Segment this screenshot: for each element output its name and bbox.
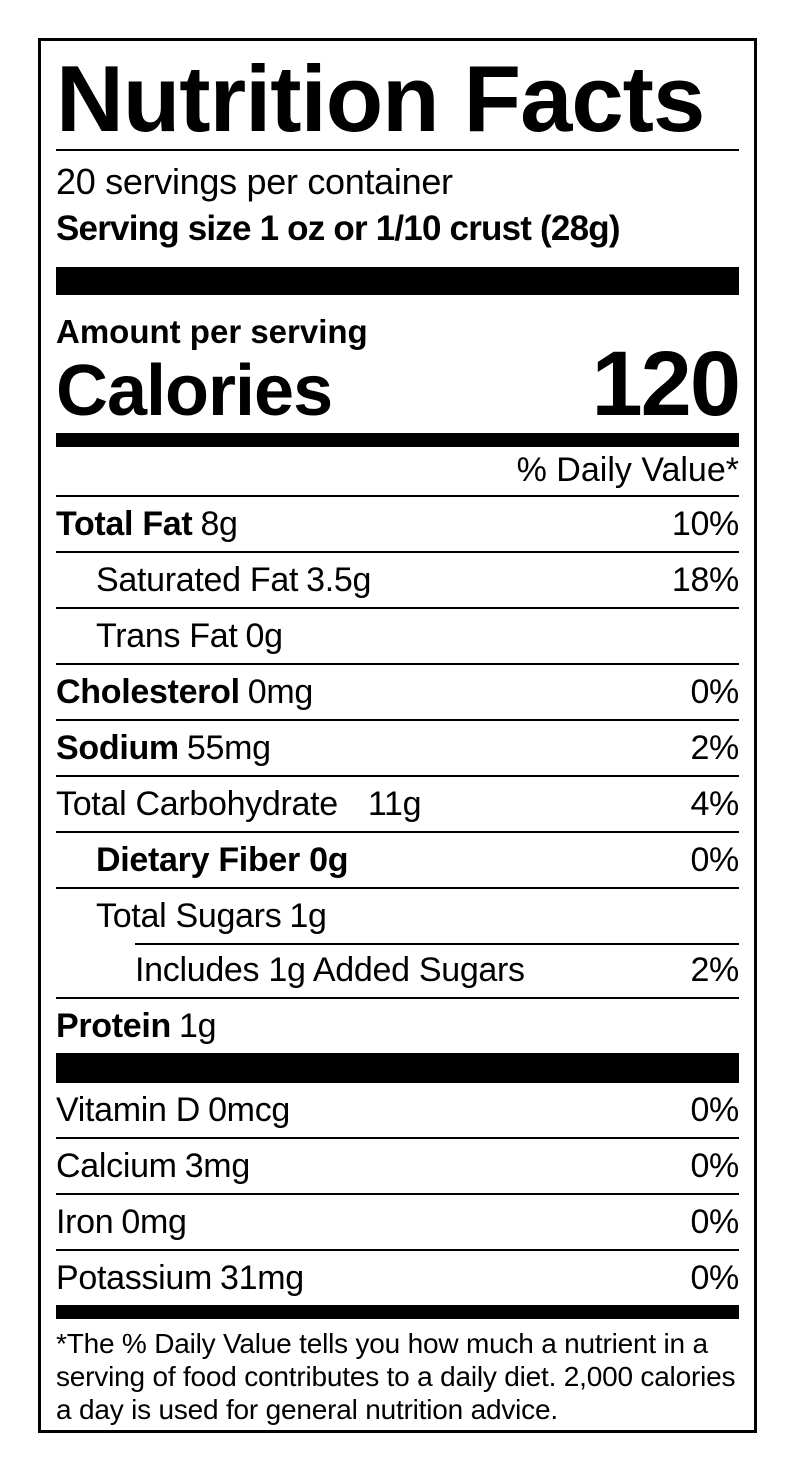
nutrient-name: Total Carbohydrate [56,785,338,823]
serving-size: Serving size 1 oz or 1/10 crust (28g) [56,209,620,248]
nutrient-row-trans-fat: Trans Fat 0g [56,609,739,665]
calories-label: Calories [56,351,333,431]
nutrient-amount: 31mg [220,1259,304,1297]
nutrient-daily-value: 0% [690,1259,739,1297]
nutrient-amount: 11g [367,785,422,823]
nutrient-row-total-carbohydrate: Total Carbohydrate 11g 4% [56,777,739,833]
nutrient-row-sodium: Sodium 55mg 2% [56,721,739,777]
nutrient-daily-value: 2% [690,729,739,767]
calories-row: Calories 120 [56,333,741,435]
nutrient-row-added-sugars: Includes 1g Added Sugars 2% [56,943,739,999]
title-rule [56,149,739,151]
nutrient-name: Vitamin D [56,1091,201,1129]
nutrient-daily-value: 0% [690,673,739,711]
nutrient-amount: 55mg [186,729,271,767]
nutrient-name: Cholesterol [56,673,240,711]
nutrient-name: Protein [56,1007,172,1045]
daily-value-footnote: *The % Daily Value tells you how much a … [56,1328,736,1425]
servings-per-container: 20 servings per container [56,161,453,202]
thick-divider-bar [56,267,739,295]
nutrient-daily-value: 0% [690,1203,739,1241]
nutrient-row-saturated-fat: Saturated Fat 3.5g 18% [56,553,739,609]
nutrient-amount: 1g [289,897,327,935]
nutrient-name: Potassium [56,1259,213,1297]
nutrient-amount: 3.5g [306,561,372,599]
thick-divider-bar [56,1053,739,1083]
nutrient-amount: 8g [200,505,238,543]
nutrient-row-total-fat: Total Fat 8g 10% [56,497,739,553]
nutrient-name: Iron [56,1203,114,1241]
medium-divider-bar [56,1305,739,1319]
nutrient-name: Includes 1g Added Sugars [135,951,525,989]
nutrient-name: Saturated Fat [96,561,299,599]
nutrient-name: Total Sugars [96,897,282,935]
nutrient-daily-value: 2% [690,951,739,989]
nutrient-row-cholesterol: Cholesterol 0mg 0% [56,665,739,721]
nutrient-daily-value: 0% [690,1147,739,1185]
nutrient-row-protein: Protein 1g [56,999,739,1053]
nutrient-daily-value: 18% [671,561,739,599]
nutrient-amount: 0mg [247,673,314,711]
nutrient-row-vitamin-d: Vitamin D 0mcg 0% [56,1083,739,1139]
nutrient-daily-value: 0% [690,1091,739,1129]
nutrient-daily-value: 4% [690,785,739,823]
nutrient-name: Sodium [56,729,179,767]
nutrient-name: Calcium [56,1147,177,1185]
amount-per-serving-label: Amount per serving [56,313,368,350]
nutrient-name: Trans Fat [96,617,238,655]
nutrient-daily-value: 0% [690,841,739,879]
medium-divider-bar [56,433,739,447]
nutrition-facts-label: Nutrition Facts 20 servings per containe… [38,38,757,1433]
nutrient-name: Total Fat [56,505,193,543]
nutrient-amount: 0mg [121,1203,187,1241]
calories-value: 120 [591,333,741,435]
nutrient-row-dietary-fiber: Dietary Fiber 0g 0% [56,833,739,889]
nutrient-row-potassium: Potassium 31mg 0% [56,1251,739,1305]
nutrient-amount: 3mg [184,1147,251,1185]
nutrient-name: Dietary Fiber 0g [96,841,349,879]
nutrient-amount: 0mcg [208,1091,291,1129]
nutrient-row-calcium: Calcium 3mg 0% [56,1139,739,1195]
nutrient-amount: 0g [245,617,284,655]
nutrient-daily-value: 10% [671,505,739,543]
label-title: Nutrition Facts [56,46,705,151]
nutrient-row-iron: Iron 0mg 0% [56,1195,739,1251]
nutrient-amount: 1g [179,1007,217,1045]
nutrient-row-total-sugars: Total Sugars 1g [56,889,739,943]
daily-value-header: % Daily Value* [56,447,739,497]
